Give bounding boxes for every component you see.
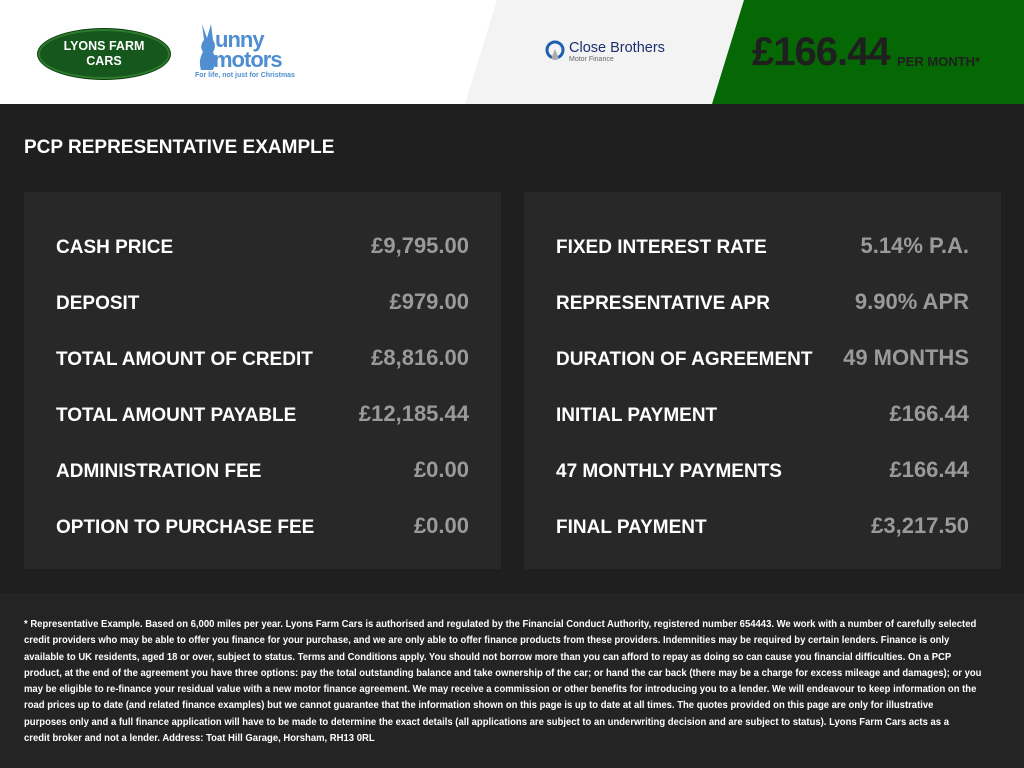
finance-row: CASH PRICE £9,795.00	[56, 218, 469, 274]
finance-row: OPTION TO PURCHASE FEE £0.00	[56, 498, 469, 554]
price-band	[712, 0, 1024, 104]
per-month-label: PER MONTH*	[897, 54, 981, 69]
finance-row: ADMINISTRATION FEE £0.00	[56, 442, 469, 498]
row-label: TOTAL AMOUNT OF CREDIT	[56, 349, 313, 370]
disclaimer-line: may be eligible to re-finance your resid…	[24, 684, 977, 696]
close-brothers-logo: Close Brothers Motor Finance	[545, 40, 665, 64]
row-label: REPRESENTATIVE APR	[556, 293, 770, 314]
row-label: DEPOSIT	[56, 293, 140, 314]
disclaimer-line: product, at the end of the agreement you…	[24, 667, 982, 679]
finance-row: TOTAL AMOUNT OF CREDIT £8,816.00	[56, 330, 469, 386]
row-value: £8,816.00	[371, 345, 469, 370]
close-brothers-name: Close Brothers	[569, 40, 665, 56]
monthly-price: £166.44	[752, 30, 891, 74]
disclaimer-line: credit broker and not a lender. Address:…	[24, 733, 375, 745]
row-value: 49 MONTHS	[843, 345, 969, 370]
disclaimer-line: available to UK residents, aged 18 or ov…	[24, 651, 952, 663]
finance-partner-band	[465, 0, 765, 104]
row-label: FIXED INTEREST RATE	[556, 237, 767, 258]
bunny-icon	[199, 24, 215, 70]
header: LYONS FARM CARS unny motors For life, no…	[0, 0, 1024, 104]
logo-line2: motors	[213, 47, 283, 72]
row-value: £979.00	[389, 289, 469, 314]
row-value: £166.44	[889, 401, 969, 426]
left-finance-panel: CASH PRICE £9,795.00 DEPOSIT £979.00 TOTAL…	[24, 192, 501, 569]
logo-text: LYONS FARM CARS	[63, 39, 145, 68]
row-label: DURATION OF AGREEMENT	[556, 349, 813, 370]
page-title: PCP REPRESENTATIVE EXAMPLE	[24, 137, 335, 158]
row-label: ADMINISTRATION FEE	[56, 461, 262, 482]
row-value: £166.44	[889, 457, 969, 482]
finance-row: REPRESENTATIVE APR 9.90% APR	[556, 274, 969, 330]
bunny-motors-logo[interactable]: unny motors For life, not just for Chris…	[195, 24, 305, 82]
finance-row: 47 MONTHLY PAYMENTS £166.44	[556, 442, 969, 498]
row-label: CASH PRICE	[56, 237, 174, 258]
lyons-farm-cars-logo[interactable]: LYONS FARM CARS	[38, 29, 170, 79]
row-label: 47 MONTHLY PAYMENTS	[556, 461, 782, 482]
close-brothers-icon	[545, 40, 565, 60]
logo-tagline: For life, not just for Christmas	[195, 72, 295, 79]
row-value: £0.00	[413, 513, 469, 538]
row-label: FINAL PAYMENT	[556, 517, 707, 538]
row-label: INITIAL PAYMENT	[556, 405, 718, 426]
row-value: £12,185.44	[358, 401, 469, 426]
finance-row: INITIAL PAYMENT £166.44	[556, 386, 969, 442]
row-label: OPTION TO PURCHASE FEE	[56, 517, 315, 538]
finance-row: FIXED INTEREST RATE 5.14% P.A.	[556, 218, 969, 274]
logo-line1: unny	[215, 27, 265, 52]
finance-row: FINAL PAYMENT £3,217.50	[556, 498, 969, 554]
row-value: 5.14% P.A.	[860, 233, 969, 258]
close-brothers-sub: Motor Finance	[569, 56, 614, 63]
disclaimer-line: purposes only and a full finance applica…	[24, 716, 949, 728]
row-value: £3,217.50	[871, 513, 969, 538]
disclaimer-line: * Representative Example. Based on 6,000…	[24, 619, 977, 630]
finance-row: DEPOSIT £979.00	[56, 274, 469, 330]
disclaimer: * Representative Example. Based on 6,000…	[0, 593, 1024, 768]
finance-row: TOTAL AMOUNT PAYABLE £12,185.44	[56, 386, 469, 442]
disclaimer-line: road prices up to date (and related fina…	[24, 700, 934, 712]
row-value: £9,795.00	[371, 233, 469, 258]
row-value: 9.90% APR	[854, 289, 969, 314]
row-value: £0.00	[413, 457, 469, 482]
row-label: TOTAL AMOUNT PAYABLE	[56, 405, 297, 426]
disclaimer-line: credit providers who may be able to offe…	[24, 635, 950, 647]
right-finance-panel: FIXED INTEREST RATE 5.14% P.A. REPRESENTA…	[524, 192, 1001, 569]
finance-row: DURATION OF AGREEMENT 49 MONTHS	[556, 330, 969, 386]
